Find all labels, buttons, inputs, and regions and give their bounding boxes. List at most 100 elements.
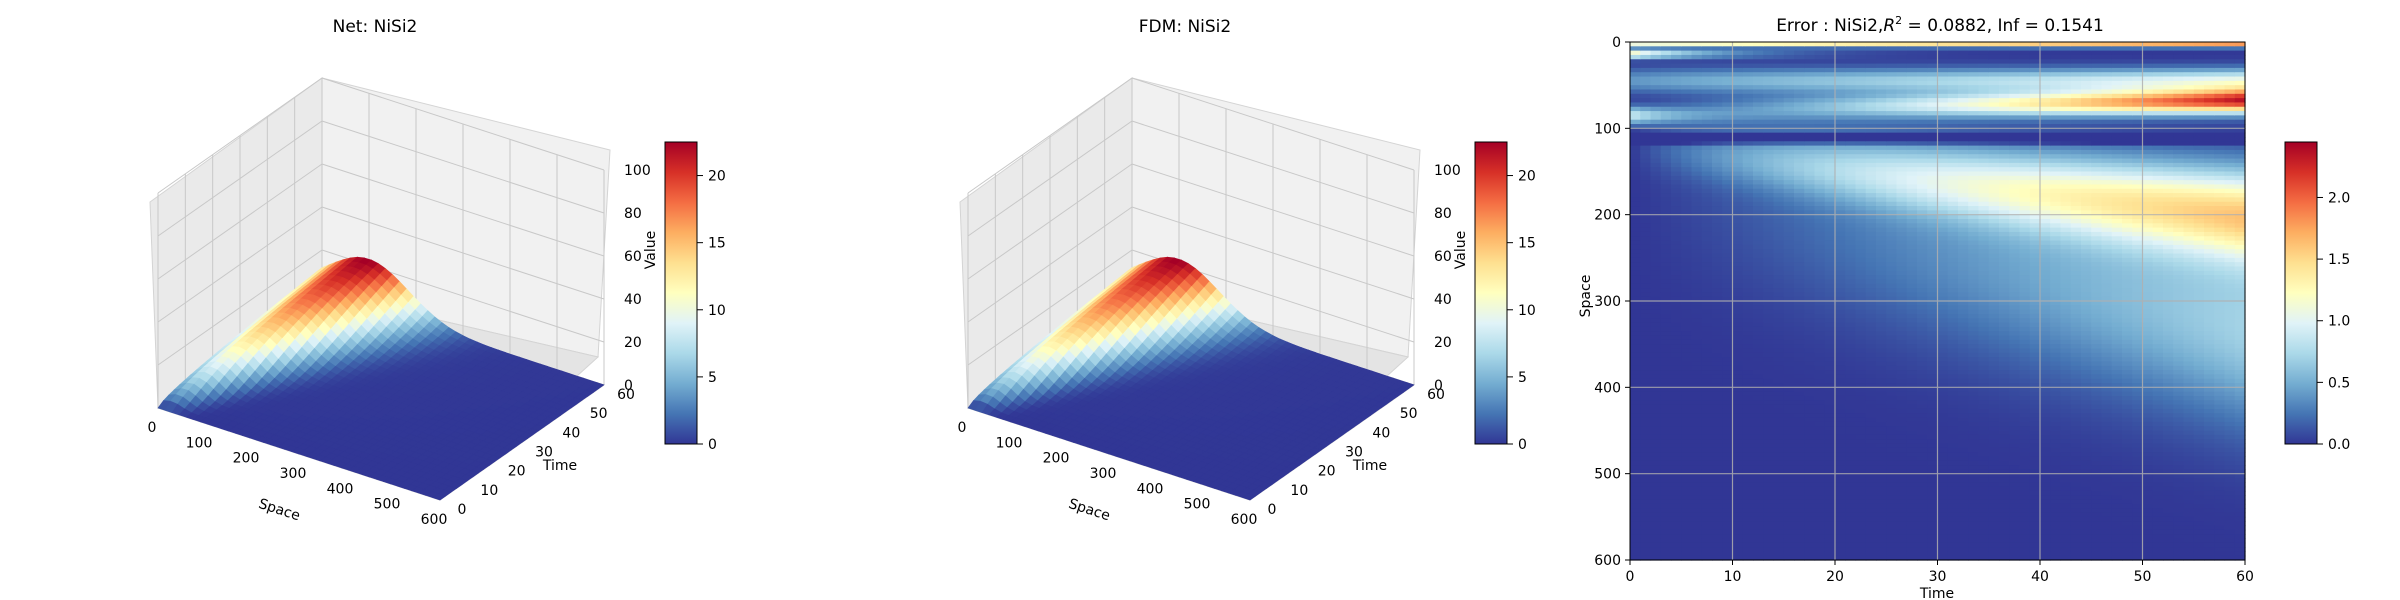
heatmap-cell [1701, 85, 1713, 91]
heatmap-cell [1732, 503, 1744, 509]
heatmap-cell [1712, 85, 1723, 91]
heatmap-cell [1650, 171, 1662, 177]
heatmap-cell [1794, 145, 1805, 151]
heatmap-cell [1630, 305, 1641, 311]
z-tick-label: 40 [624, 292, 642, 308]
heatmap-cell [1691, 331, 1703, 337]
grid-line [157, 206, 323, 323]
heatmap-cell [1742, 206, 1754, 211]
heatmap-cell [1671, 331, 1682, 337]
heatmap-cell [1671, 348, 1682, 354]
heatmap-cell [1671, 352, 1682, 358]
heatmap-cell [1660, 171, 1672, 177]
heatmap-cell [1753, 67, 1764, 73]
heatmap-cell [1732, 46, 1744, 52]
heatmap-cell [1794, 63, 1805, 69]
heatmap-cell [1783, 119, 1795, 125]
heatmap-cell [1794, 236, 1805, 242]
heatmap-cell [1794, 387, 1805, 393]
heatmap-cell [1824, 292, 1836, 298]
heatmap-cell [1824, 521, 1836, 527]
heatmap-cell [1742, 313, 1754, 319]
heatmap-cell [1712, 525, 1723, 531]
heatmap-cell [1712, 42, 1723, 47]
heatmap-cell [1660, 85, 1672, 91]
heatmap-cell [1824, 154, 1836, 160]
heatmap-cell [1681, 218, 1693, 224]
heatmap-cell [1681, 421, 1693, 427]
heatmap-cell [1783, 301, 1795, 306]
heatmap-cell [1783, 516, 1795, 522]
heatmap-cell [1660, 197, 1672, 203]
heatmap-cell [1671, 387, 1682, 393]
heatmap-cell [1671, 551, 1682, 557]
heatmap-cell [1681, 391, 1693, 397]
heatmap-cell [1660, 404, 1672, 410]
heatmap-cell [1691, 370, 1703, 375]
heatmap-cell [1681, 80, 1693, 86]
heatmap-cell [1804, 218, 1816, 224]
heatmap-cell [1630, 490, 1641, 496]
heatmap-cell [1640, 206, 1652, 211]
heatmap-cell [1650, 275, 1662, 281]
heatmap-cell [1794, 421, 1805, 427]
heatmap-cell [1732, 240, 1744, 246]
heatmap-cell [1722, 374, 1734, 380]
heatmap-cell [1835, 72, 1846, 78]
heatmap-cell [1783, 439, 1795, 445]
heatmap-cell [1753, 430, 1764, 436]
heatmap-cell [1814, 59, 1826, 65]
heatmap-cell [1783, 85, 1795, 91]
heatmap-cell [1742, 188, 1754, 194]
heatmap-cell [1712, 318, 1723, 324]
heatmap-cell [1804, 326, 1816, 332]
heatmap-cell [1660, 231, 1672, 237]
heatmap-cell [1783, 167, 1795, 173]
heatmap-cell [1773, 180, 1785, 186]
heatmap-cell [1630, 348, 1641, 354]
heatmap-cell [1742, 301, 1754, 306]
heatmap-cell [1650, 456, 1662, 462]
heatmap-cell [1804, 63, 1816, 69]
heatmap-cell [1691, 193, 1703, 198]
heatmap-cell [1804, 76, 1816, 82]
heatmap-cell [1732, 529, 1744, 535]
heatmap-cell [1681, 413, 1693, 419]
heatmap-cell [1835, 98, 1846, 104]
heatmap-cell [1712, 430, 1723, 436]
heatmap-cell [1763, 188, 1775, 194]
heatmap-cell [1671, 275, 1682, 281]
heatmap-cell [1671, 115, 1682, 121]
heatmap-cell [1773, 80, 1785, 86]
heatmap-cell [1804, 106, 1816, 112]
heatmap-cell [1783, 253, 1795, 259]
heatmap-cell [1701, 421, 1713, 427]
heatmap-cell [1732, 391, 1744, 397]
heatmap-cell [1804, 46, 1816, 52]
heatmap-cell [1722, 365, 1734, 371]
heatmap-cell [1640, 495, 1652, 501]
heatmap-cell [1630, 288, 1641, 293]
heatmap-cell [1753, 400, 1764, 406]
heatmap-cell [1814, 253, 1826, 259]
heatmap-cell [1712, 374, 1723, 380]
heatmap-cell [1640, 102, 1652, 108]
heatmap-cell [1691, 240, 1703, 246]
heatmap-cell [1804, 499, 1816, 505]
heatmap-cell [1824, 214, 1836, 220]
heatmap-cell [1804, 538, 1816, 544]
heatmap-cell [1640, 46, 1652, 52]
heatmap-cell [1794, 339, 1805, 345]
heatmap-cell [1773, 370, 1785, 375]
x-tick-label: 400 [1137, 481, 1164, 497]
heatmap-cell [1712, 283, 1723, 289]
heatmap-cell [1835, 115, 1846, 121]
heatmap-cell [1732, 72, 1744, 78]
heatmap-cell [1681, 262, 1693, 268]
heatmap-cell [1742, 231, 1754, 237]
heatmap-cell [1824, 80, 1836, 86]
heatmap-cell [1742, 529, 1754, 535]
heatmap-cell [1691, 456, 1703, 462]
heatmap-cell [1640, 184, 1652, 190]
heatmap-cell [1681, 67, 1693, 73]
